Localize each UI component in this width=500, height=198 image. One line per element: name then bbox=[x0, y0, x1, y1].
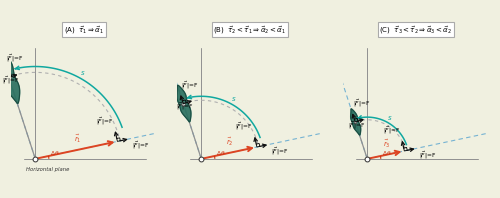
Text: $|\vec{F}|$=F: $|\vec{F}|$=F bbox=[176, 101, 194, 112]
Text: $\vec{r}_2$: $\vec{r}_2$ bbox=[226, 135, 234, 148]
Text: $s$: $s$ bbox=[388, 114, 393, 122]
Text: $|\vec{F}|$=F: $|\vec{F}|$=F bbox=[181, 80, 198, 91]
Text: $|\vec{F}|$=F: $|\vec{F}|$=F bbox=[383, 125, 400, 136]
Text: $|\vec{F}|$=F: $|\vec{F}|$=F bbox=[272, 146, 289, 157]
Text: $s$: $s$ bbox=[80, 69, 86, 77]
Text: $|\vec{F}|$=F: $|\vec{F}|$=F bbox=[6, 53, 24, 65]
Text: $|\vec{F}|$=F: $|\vec{F}|$=F bbox=[236, 121, 252, 132]
Text: $\Delta\theta$: $\Delta\theta$ bbox=[216, 149, 226, 157]
Text: $|\vec{F}|$=F: $|\vec{F}|$=F bbox=[2, 75, 19, 86]
Text: $|\vec{F}|$=F: $|\vec{F}|$=F bbox=[132, 140, 150, 151]
Title: (C)  $\vec{\tau}_3<\vec{\tau}_2 \Rightarrow \vec{\alpha}_3<\vec{\alpha}_2$: (C) $\vec{\tau}_3<\vec{\tau}_2 \Rightarr… bbox=[380, 24, 452, 36]
Text: $\vec{r}_1$: $\vec{r}_1$ bbox=[74, 132, 82, 145]
Title: (B)  $\vec{\tau}_2<\vec{\tau}_1 \Rightarrow \vec{\alpha}_2<\vec{\alpha}_1$: (B) $\vec{\tau}_2<\vec{\tau}_1 \Rightarr… bbox=[214, 24, 286, 36]
Text: $\Delta\theta$: $\Delta\theta$ bbox=[50, 149, 59, 157]
Text: $|\vec{F}|$=F: $|\vec{F}|$=F bbox=[353, 98, 370, 109]
Text: $|\vec{F}|$=F: $|\vec{F}|$=F bbox=[348, 120, 366, 131]
Polygon shape bbox=[350, 109, 360, 135]
Polygon shape bbox=[177, 85, 191, 122]
Title: (A)  $\vec{\tau}_1 \Rightarrow \vec{\alpha}_1$: (A) $\vec{\tau}_1 \Rightarrow \vec{\alph… bbox=[64, 24, 104, 36]
Text: $|\vec{F}|$=F: $|\vec{F}|$=F bbox=[96, 116, 113, 127]
Text: Horizontal plane: Horizontal plane bbox=[26, 167, 69, 172]
Polygon shape bbox=[0, 51, 20, 103]
Text: $s$: $s$ bbox=[232, 95, 237, 103]
Text: $\Delta\theta$: $\Delta\theta$ bbox=[382, 149, 392, 157]
Text: $|\vec{F}|$=F: $|\vec{F}|$=F bbox=[419, 149, 436, 161]
Text: $\vec{r}_3$: $\vec{r}_3$ bbox=[382, 137, 390, 150]
